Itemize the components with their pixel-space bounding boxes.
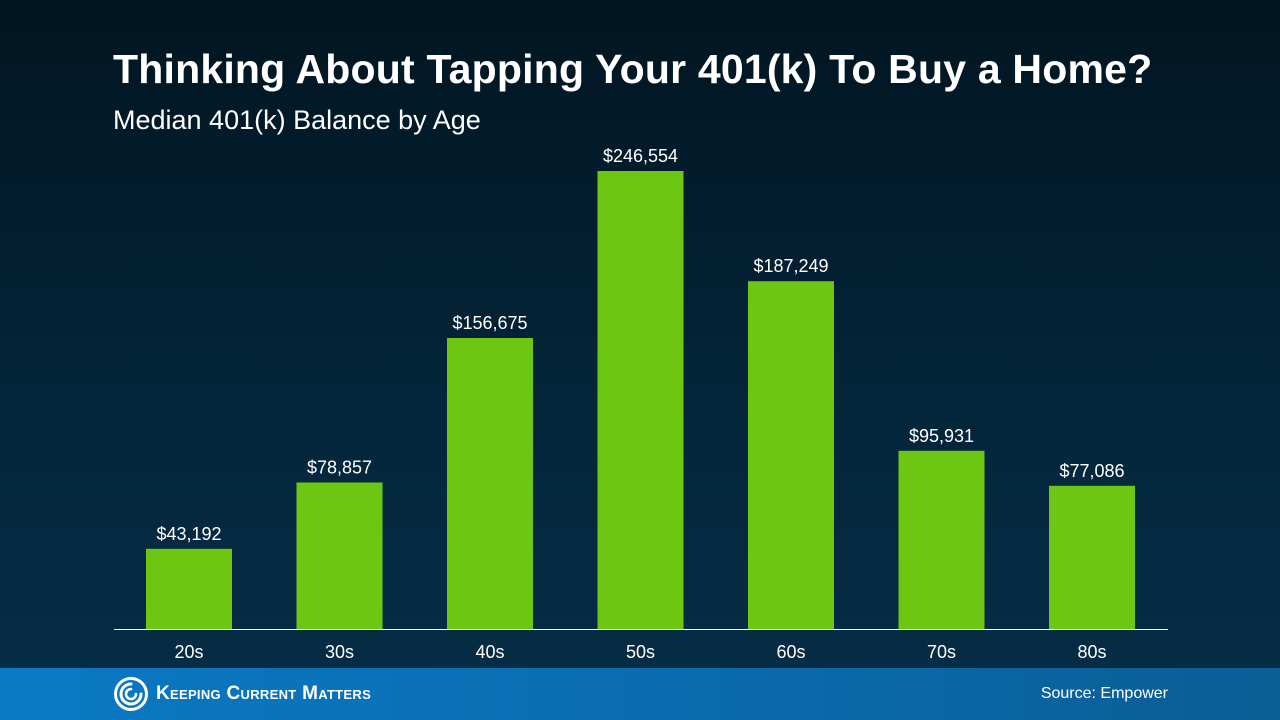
data-label-30s: $78,857 [307, 458, 372, 478]
x-tick-label-70s: 70s [927, 642, 956, 662]
kcm-logo: Keeping Current Matters [114, 677, 371, 711]
bar-20s [146, 548, 232, 629]
bar-60s [748, 281, 834, 629]
bar-70s [898, 450, 985, 629]
swirl-logo-icon [114, 677, 148, 711]
data-label-20s: $43,192 [156, 524, 221, 544]
chart-title: Thinking About Tapping Your 401(k) To Bu… [113, 46, 1153, 92]
bar-chart: $43,192 20s $78,857 30s $156,675 40s $246,554 5… [146, 146, 1135, 662]
bar-50s [597, 171, 684, 629]
logo-text: Keeping Current Matters [156, 683, 372, 704]
data-label-60s: $187,249 [753, 256, 828, 276]
data-label-40s: $156,675 [452, 313, 527, 333]
bar-30s [296, 482, 383, 629]
data-label-80s: $77,086 [1059, 461, 1124, 481]
chart-subtitle: Median 401(k) Balance by Age [113, 105, 481, 135]
x-tick-label-20s: 20s [174, 642, 203, 662]
x-tick-label-60s: 60s [776, 642, 805, 662]
x-tick-label-50s: 50s [626, 642, 655, 662]
footer-bar: Keeping Current Matters Source: Empower [0, 668, 1280, 720]
bar-80s [1049, 485, 1135, 629]
bar-40s [447, 338, 533, 629]
source-note: Source: Empower [1040, 685, 1168, 702]
x-tick-label-30s: 30s [325, 642, 354, 662]
x-tick-label-40s: 40s [475, 642, 504, 662]
x-tick-label-80s: 80s [1077, 642, 1106, 662]
data-label-70s: $95,931 [909, 426, 974, 446]
data-label-50s: $246,554 [603, 146, 678, 166]
